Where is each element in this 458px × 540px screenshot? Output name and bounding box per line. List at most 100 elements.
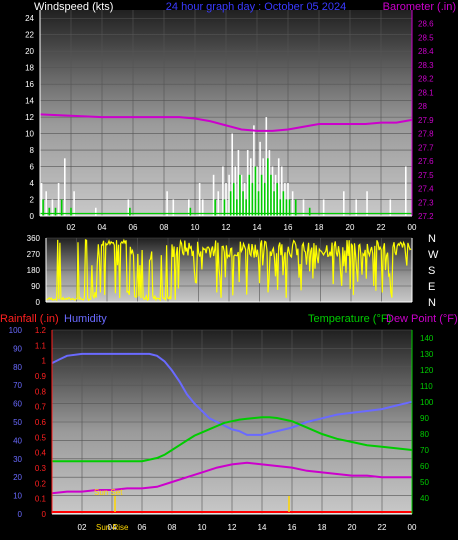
wind-x-tick-label: 18 (315, 223, 324, 232)
direction-tick-label: 270 (27, 250, 41, 259)
humidity-tick-label: 50 (13, 418, 22, 427)
wind-x-tick-label: 14 (253, 223, 262, 232)
windspeed-tick-label: 4 (30, 179, 35, 188)
barometer-tick-label: 27.3 (418, 198, 434, 207)
graph-title: 24 hour graph day : October 05 2024 (166, 1, 346, 13)
temperature-tick-label: 70 (420, 446, 429, 455)
temperature-tick-label: 120 (420, 366, 434, 375)
humidity-axis-label: Humidity (64, 313, 107, 325)
wind-x-tick-label: 08 (160, 223, 169, 232)
barometer-tick-label: 28.2 (418, 75, 434, 84)
temperature-tick-label: 140 (420, 334, 434, 343)
humidity-tick-label: 100 (9, 326, 23, 335)
rainfall-tick-label: 1.2 (35, 326, 47, 335)
barometer-axis-label: Barometer (.in) (383, 1, 456, 13)
dewpoint-axis-label: Dew Point (°F) (386, 313, 458, 325)
windspeed-tick-label: 0 (30, 212, 35, 221)
rainfall-tick-label: 0.4 (35, 449, 47, 458)
wind-x-tick-label: 04 (98, 223, 107, 232)
windspeed-tick-label: 12 (25, 113, 34, 122)
humidity-tick-label: 0 (18, 510, 23, 519)
wind-x-tick-label: 02 (67, 223, 76, 232)
climate-x-tick-label: 20 (348, 523, 357, 532)
wind-x-tick-label: 10 (191, 223, 200, 232)
barometer-tick-label: 28.4 (418, 47, 434, 56)
dewpoint-line (51, 461, 412, 495)
direction-tick-label: 90 (31, 282, 40, 291)
rainfall-tick-label: 1.1 (35, 341, 47, 350)
humidity-tick-label: 70 (13, 381, 22, 390)
temperature-tick-label: 80 (420, 430, 429, 439)
compass-label: W (428, 249, 439, 261)
wind-x-tick-label: 12 (222, 223, 231, 232)
climate-x-tick-label: 04 (108, 523, 117, 532)
barometer-tick-label: 28 (418, 102, 427, 111)
humidity-tick-label: 30 (13, 455, 22, 464)
temperature-tick-label: 100 (420, 398, 434, 407)
compass-label: N (428, 297, 436, 309)
windspeed-tick-label: 20 (25, 47, 34, 56)
barometer-tick-label: 27.2 (418, 212, 434, 221)
sun-set-label: Sun Set (94, 488, 123, 497)
barometer-tick-label: 28.1 (418, 88, 434, 97)
climate-x-tick-label: 00 (408, 523, 417, 532)
barometer-line (39, 113, 413, 132)
rainfall-tick-label: 1 (42, 357, 47, 366)
wind-x-tick-label: 06 (129, 223, 138, 232)
temperature-line (52, 416, 413, 463)
sun-rise-label: Sun Rise (96, 523, 129, 532)
temperature-tick-label: 90 (420, 414, 429, 423)
rainfall-axis-label: Rainfall (.in) (0, 313, 59, 325)
windspeed-tick-label: 22 (25, 31, 34, 40)
rainfall-tick-label: 0.7 (35, 403, 47, 412)
windspeed-tick-label: 14 (25, 97, 34, 106)
direction-tick-label: 360 (27, 234, 41, 243)
temperature-axis-label: Temperature (°F) (308, 313, 391, 325)
humidity-tick-label: 10 (13, 492, 22, 501)
humidity-tick-label: 90 (13, 344, 22, 353)
windspeed-axis-label: Windspeed (kts) (34, 1, 113, 13)
windspeed-tick-label: 10 (25, 130, 34, 139)
barometer-tick-label: 27.6 (418, 157, 434, 166)
climate-lines (51, 352, 413, 513)
climate-x-tick-label: 14 (258, 523, 267, 532)
direction-tick-label: 180 (27, 266, 41, 275)
wind-x-tick-label: 20 (346, 223, 355, 232)
compass-label: E (428, 281, 435, 293)
climate-x-tick-label: 08 (168, 523, 177, 532)
climate-x-tick-label: 22 (378, 523, 387, 532)
climate-x-tick-label: 02 (78, 523, 87, 532)
windspeed-tick-label: 2 (30, 196, 35, 205)
rainfall-tick-label: 0 (42, 510, 47, 519)
temperature-tick-label: 40 (420, 494, 429, 503)
wind-direction-line (45, 238, 412, 302)
barometer-tick-label: 28.3 (418, 61, 434, 70)
barometer-tick-label: 27.5 (418, 171, 434, 180)
barometer-tick-label: 28.6 (418, 20, 434, 29)
climate-x-tick-label: 18 (318, 523, 327, 532)
climate-x-tick-label: 16 (288, 523, 297, 532)
compass-label: N (428, 233, 436, 245)
wind-x-tick-label: 00 (408, 223, 417, 232)
direction-line (45, 238, 412, 302)
rainfall-tick-label: 0.5 (35, 433, 47, 442)
barometer-tick-label: 27.8 (418, 130, 434, 139)
climate-x-tick-label: 12 (228, 523, 237, 532)
humidity-tick-label: 60 (13, 400, 22, 409)
windspeed-tick-label: 16 (25, 80, 34, 89)
climate-x-tick-label: 06 (138, 523, 147, 532)
barometer-tick-label: 28.5 (418, 33, 434, 42)
barometer-tick-label: 27.4 (418, 185, 434, 194)
windspeed-tick-label: 6 (30, 163, 35, 172)
humidity-tick-label: 20 (13, 473, 22, 482)
temperature-tick-label: 110 (420, 382, 433, 391)
humidity-tick-label: 80 (13, 363, 22, 372)
climate-x-tick-label: 10 (198, 523, 207, 532)
windspeed-tick-label: 24 (25, 14, 34, 23)
wind-x-tick-label: 16 (284, 223, 293, 232)
rainfall-tick-label: 0.8 (35, 387, 47, 396)
temperature-tick-label: 130 (420, 350, 434, 359)
humidity-tick-label: 40 (13, 436, 22, 445)
temperature-tick-label: 60 (420, 462, 429, 471)
